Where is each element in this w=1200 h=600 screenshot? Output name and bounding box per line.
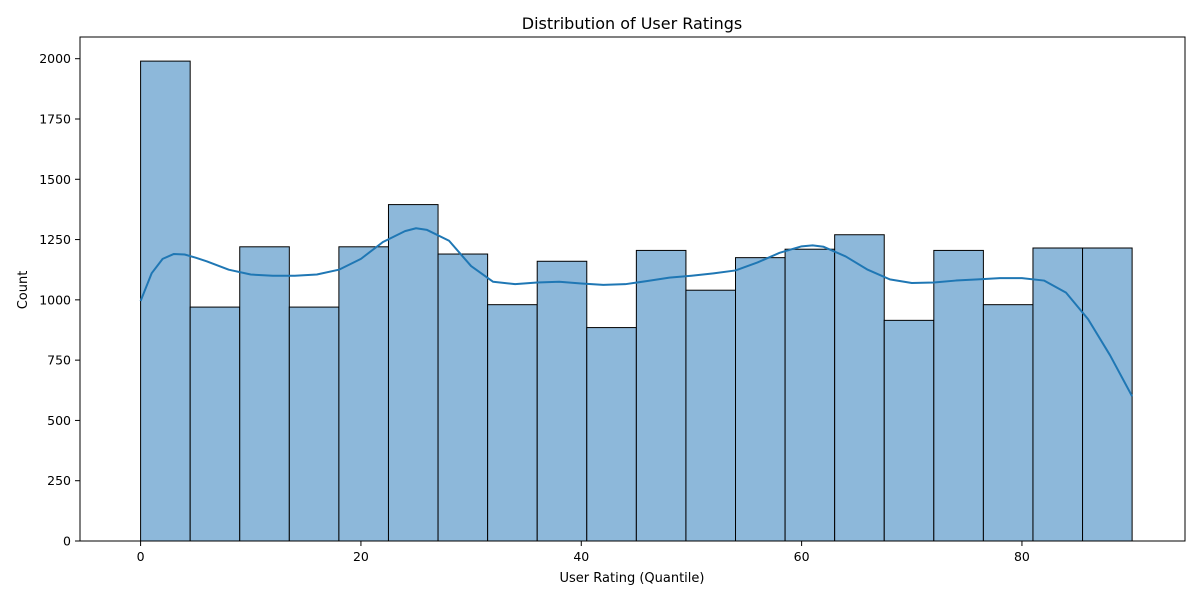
y-tick-label: 250 (47, 473, 71, 488)
histogram-bar (834, 234, 885, 542)
x-axis-ticks: 0 20 40 60 80 (137, 541, 1030, 564)
y-tick-label: 750 (47, 353, 71, 368)
histogram-bars (140, 60, 1133, 542)
histogram-bar (536, 260, 588, 542)
y-tick-label: 1750 (39, 111, 71, 126)
histogram-bar (784, 248, 836, 542)
y-tick-label: 1250 (39, 232, 71, 247)
histogram-bar (883, 319, 935, 542)
histogram-bar (685, 289, 737, 542)
histogram-bar (387, 204, 439, 542)
histogram-bar (586, 327, 637, 542)
x-tick-label: 60 (794, 549, 810, 564)
histogram-bar (982, 304, 1034, 542)
x-tick-label: 80 (1014, 549, 1030, 564)
x-axis-label: User Rating (Quantile) (560, 571, 705, 586)
y-tick-label: 2000 (39, 51, 71, 66)
y-axis-ticks: 0 250 500 750 1000 1250 1500 1750 2000 (39, 51, 80, 549)
x-tick-label: 40 (573, 549, 589, 564)
chart-title: Distribution of User Ratings (522, 14, 742, 33)
histogram-bar (735, 257, 786, 542)
y-tick-label: 1500 (39, 172, 71, 187)
histogram-bar (1082, 247, 1133, 542)
y-axis-label: Count (16, 271, 31, 310)
histogram-bar (437, 253, 489, 542)
y-tick-label: 500 (47, 413, 71, 428)
kde-line (139, 227, 1134, 397)
plot-frame (79, 36, 1186, 542)
x-tick-label: 0 (137, 549, 145, 564)
x-tick-label: 20 (353, 549, 369, 564)
histogram-bar (239, 246, 290, 542)
kde-curve-group (139, 227, 1134, 397)
histogram-bar (189, 306, 241, 542)
y-tick-label: 1000 (39, 292, 71, 307)
histogram-bar (338, 246, 389, 542)
histogram-bar (1032, 247, 1084, 542)
histogram-bar (487, 304, 538, 542)
histogram-bar (933, 249, 984, 542)
histogram-bar (140, 60, 191, 542)
histogram-bar (288, 306, 340, 542)
y-tick-label: 0 (63, 534, 71, 549)
histogram-bar (635, 249, 687, 542)
